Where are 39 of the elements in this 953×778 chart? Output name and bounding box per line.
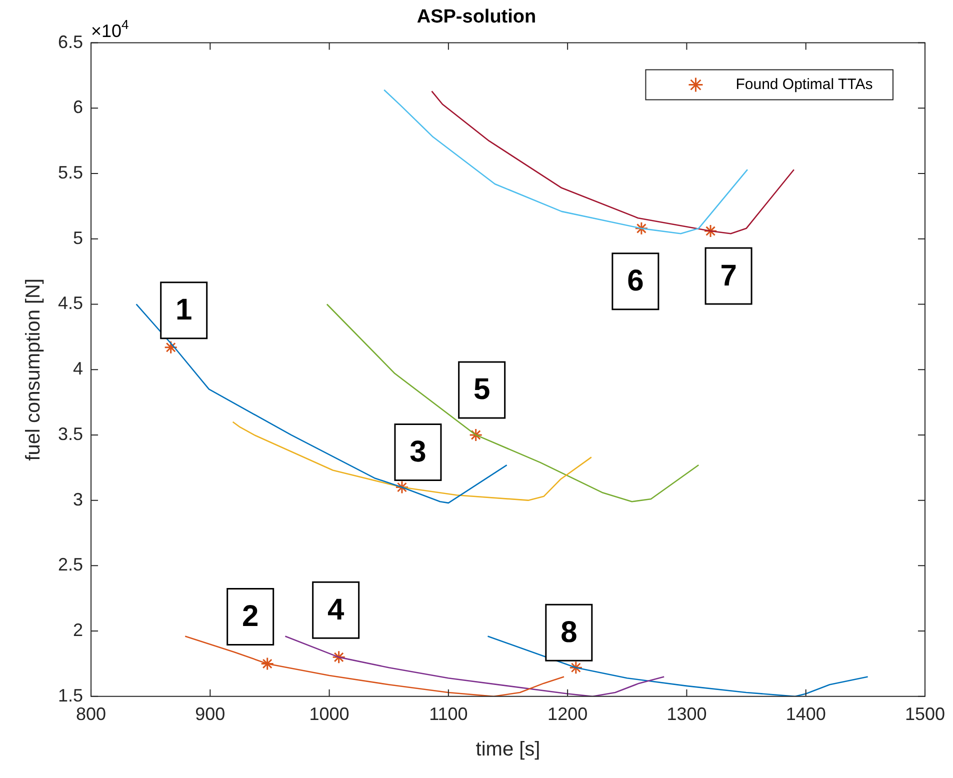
x-tick-label: 1300 bbox=[666, 704, 707, 724]
x-tick-label: 1200 bbox=[548, 704, 588, 724]
y-tick-label: 6 bbox=[73, 97, 84, 118]
point bbox=[469, 428, 483, 442]
y-tick-label: 1.5 bbox=[58, 685, 84, 706]
y-tick-label: 3.5 bbox=[58, 424, 84, 444]
y-tick-label: 2 bbox=[73, 620, 84, 640]
legend-label: Found Optimal TTAs bbox=[736, 76, 873, 93]
point bbox=[634, 222, 648, 236]
point bbox=[260, 656, 274, 670]
annotation: 2 bbox=[242, 600, 259, 633]
annotation: 6 bbox=[627, 264, 644, 298]
y-tick-label: 5.5 bbox=[58, 162, 84, 182]
y-tick-label: 4 bbox=[73, 358, 84, 379]
y-tick-label: 2.5 bbox=[58, 554, 84, 575]
x-axis-title: time [s] bbox=[476, 738, 540, 761]
x-tick-label: 1100 bbox=[429, 704, 468, 724]
x-tick-label: 900 bbox=[195, 704, 226, 724]
x-tick-label: 800 bbox=[76, 704, 106, 724]
chart-title: ASP-solution bbox=[416, 6, 536, 28]
annotation: 4 bbox=[327, 593, 344, 626]
y-tick-label: 4.5 bbox=[58, 293, 84, 314]
point bbox=[332, 650, 346, 664]
point bbox=[704, 224, 718, 238]
point bbox=[569, 660, 583, 674]
point bbox=[164, 340, 178, 354]
x-tick-label: 1000 bbox=[309, 704, 350, 724]
y-tick-label: 6.5 bbox=[58, 32, 84, 52]
annotation: 8 bbox=[560, 616, 578, 649]
x-tick-label: 1500 bbox=[904, 704, 945, 724]
annotation: 1 bbox=[176, 294, 192, 327]
y-tick-label: 5 bbox=[73, 228, 84, 248]
annotation: 5 bbox=[473, 373, 490, 406]
y-axis-title: fuel consumption [N] bbox=[22, 278, 45, 461]
annotation: 7 bbox=[720, 259, 737, 292]
x-tick-label: 1400 bbox=[786, 704, 826, 724]
y-tick-label: 3 bbox=[73, 489, 84, 510]
point bbox=[395, 480, 409, 494]
annotation: 3 bbox=[410, 436, 426, 469]
